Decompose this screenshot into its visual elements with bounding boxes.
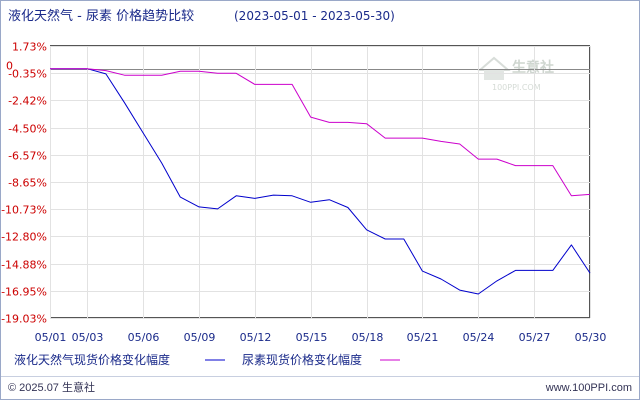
- legend-label-urea: 尿素现货价格变化幅度: [242, 352, 362, 367]
- y-tick-label: -6.57%: [8, 150, 47, 163]
- watermark-brand: 生意社: [512, 59, 554, 76]
- series-group: [50, 68, 591, 295]
- x-tick-label: 05/27: [519, 331, 551, 344]
- x-tick-label: 05/21: [407, 331, 439, 344]
- legend-label-lng: 液化天然气现货价格变化幅度: [14, 352, 170, 367]
- y-tick-label: -16.95%: [1, 286, 47, 299]
- axes: 1.73% -0.35% -2.42% -4.50% -6.57% -8.65% -10.7…: [1, 41, 606, 345]
- watermark-site: 100PPI.COM: [492, 83, 541, 92]
- series-line-lng: [50, 68, 591, 295]
- x-tick-label: 05/09: [184, 331, 216, 344]
- x-tick-label: 05/30: [575, 331, 607, 344]
- x-tick-label: 05/06: [128, 331, 160, 344]
- grid: [50, 46, 591, 319]
- x-tick-label: 05/03: [72, 331, 104, 344]
- y-tick-label: -14.88%: [1, 259, 47, 272]
- y-tick-label: -19.03%: [1, 313, 47, 326]
- footer-site: www.100PPI.com: [545, 382, 632, 394]
- x-tick-label: 05/12: [240, 331, 272, 344]
- legend: 液化天然气现货价格变化幅度 尿素现货价格变化幅度: [14, 352, 400, 367]
- y-tick-label: -12.80%: [1, 231, 47, 244]
- y-zero-label: 0: [6, 60, 13, 73]
- date-range: (2023-05-01 - 2023-05-30): [234, 9, 395, 23]
- series-line-urea: [50, 68, 591, 197]
- x-tick-label: 05/18: [352, 331, 384, 344]
- y-tick-label: -8.65%: [8, 177, 47, 190]
- footer-copyright: © 2025.07 生意社: [8, 380, 95, 394]
- x-tick-label: 05/15: [296, 331, 328, 344]
- y-tick-label: 1.73%: [12, 41, 47, 54]
- chart-title: 液化天然气 - 尿素 价格趋势比较: [8, 8, 194, 24]
- y-tick-label: -2.42%: [8, 95, 47, 108]
- y-tick-label: -0.35%: [8, 68, 47, 81]
- x-tick-label: 05/24: [463, 331, 495, 344]
- x-tick-label: 05/01: [35, 331, 67, 344]
- y-tick-label: -10.73%: [1, 204, 47, 217]
- y-tick-label: -4.50%: [8, 123, 47, 136]
